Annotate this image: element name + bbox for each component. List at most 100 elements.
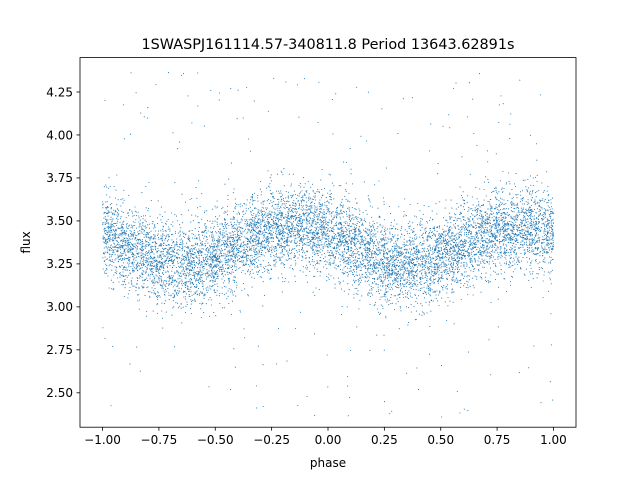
data-point [190, 308, 192, 310]
data-point [138, 226, 140, 228]
data-point [124, 242, 126, 244]
data-point [326, 276, 328, 278]
data-point [346, 215, 348, 217]
data-point [318, 210, 320, 213]
data-point [104, 238, 106, 240]
data-point [500, 229, 502, 231]
data-point [412, 253, 414, 255]
data-point [212, 272, 214, 274]
data-point [196, 271, 198, 273]
data-point [311, 221, 313, 223]
data-point [361, 222, 364, 224]
data-point [335, 250, 337, 252]
data-point [533, 243, 536, 245]
data-point [126, 276, 128, 278]
data-point [505, 258, 507, 260]
data-point [203, 288, 205, 290]
data-point [528, 210, 530, 212]
data-point [517, 193, 519, 195]
data-point [221, 249, 224, 251]
data-point [140, 231, 142, 233]
data-point [244, 228, 246, 230]
data-point [256, 244, 258, 246]
data-point [252, 233, 254, 235]
data-point [119, 233, 121, 235]
data-point [421, 224, 423, 226]
data-point [503, 203, 505, 206]
data-point [275, 259, 277, 261]
data-point [490, 274, 492, 276]
data-point [131, 253, 133, 255]
data-point [302, 200, 305, 202]
data-point [314, 210, 316, 212]
data-point [424, 262, 426, 264]
data-point [329, 264, 331, 266]
data-point [387, 291, 389, 293]
data-point [179, 246, 181, 249]
data-point [368, 247, 371, 249]
data-point [344, 244, 346, 246]
data-point [147, 286, 149, 288]
data-point [541, 268, 544, 270]
data-point [346, 222, 348, 224]
data-point [237, 247, 239, 249]
data-point [502, 208, 504, 211]
data-point [349, 247, 351, 249]
data-point [268, 230, 270, 232]
data-point [414, 215, 416, 217]
data-point [312, 212, 314, 214]
data-point [159, 278, 161, 280]
data-point [325, 263, 327, 265]
data-point [321, 195, 324, 197]
data-point [498, 209, 500, 212]
data-point [429, 150, 431, 152]
data-point [159, 254, 161, 256]
data-point [396, 298, 398, 300]
data-point [258, 269, 261, 271]
data-point [147, 273, 150, 275]
data-point [113, 274, 115, 276]
data-point [157, 230, 160, 232]
data-point [190, 303, 192, 305]
data-point [419, 224, 421, 226]
data-point [412, 255, 414, 257]
data-point [179, 230, 181, 232]
data-point [435, 234, 437, 236]
data-point [193, 267, 195, 269]
data-point [467, 210, 469, 212]
data-point [536, 247, 538, 249]
data-point [148, 262, 150, 264]
data-point [128, 225, 130, 227]
data-point [505, 261, 507, 263]
data-point [311, 207, 313, 209]
data-point [449, 251, 452, 253]
data-point [424, 227, 426, 230]
data-point [294, 275, 296, 277]
data-point [385, 234, 387, 236]
data-point [297, 194, 299, 196]
data-point [182, 243, 184, 245]
data-point [163, 280, 165, 282]
data-point [238, 258, 240, 260]
data-point [128, 242, 130, 244]
data-point [466, 249, 468, 252]
data-point [295, 204, 297, 206]
data-point [261, 245, 263, 247]
data-point [237, 226, 239, 228]
data-point [117, 260, 119, 262]
data-point [356, 202, 358, 204]
data-point [272, 228, 274, 230]
data-point [298, 249, 300, 251]
data-point [182, 291, 184, 293]
data-point [538, 269, 540, 271]
data-point [519, 267, 522, 269]
data-point [348, 216, 350, 218]
data-point [451, 216, 453, 218]
data-point [308, 244, 310, 246]
data-point [428, 261, 430, 263]
data-point [254, 251, 256, 254]
data-point [177, 292, 179, 295]
data-point [126, 246, 128, 248]
data-point [171, 212, 173, 214]
data-point [310, 247, 312, 249]
